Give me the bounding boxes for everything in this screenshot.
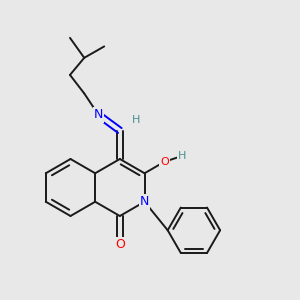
Text: H: H [132, 115, 141, 125]
Text: N: N [140, 195, 149, 208]
Text: N: N [94, 108, 103, 121]
Text: O: O [160, 157, 169, 167]
Text: O: O [115, 238, 125, 251]
Text: H: H [178, 151, 187, 161]
